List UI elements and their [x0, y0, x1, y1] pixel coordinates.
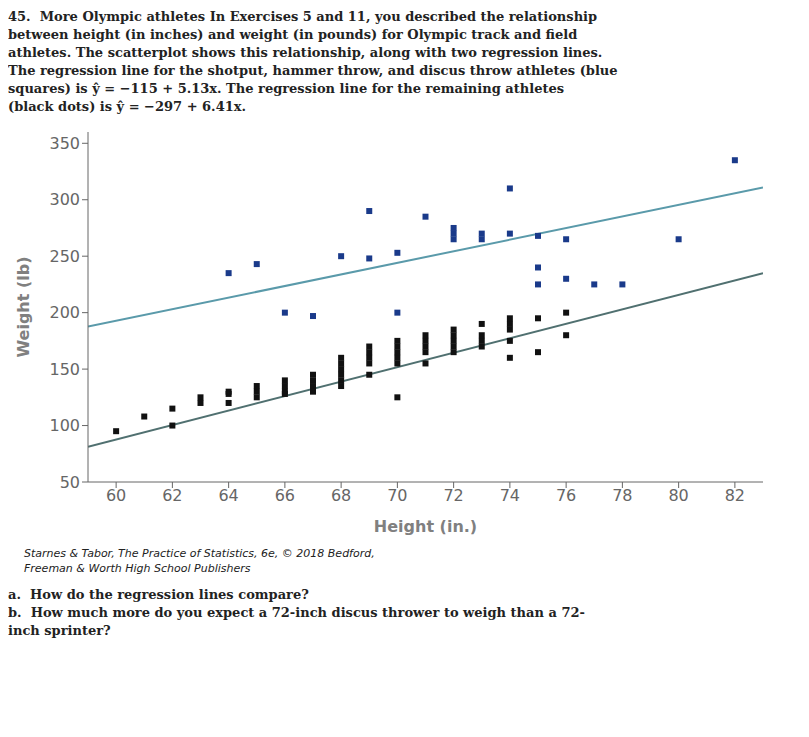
svg-text:Height (in.): Height (in.) [374, 517, 477, 536]
svg-text:76: 76 [556, 486, 576, 505]
svg-text:78: 78 [612, 486, 632, 505]
svg-text:62: 62 [162, 486, 182, 505]
svg-text:70: 70 [387, 486, 407, 505]
html-text:45. More Olympic athletes In E: 45. More Olympic athletes In Exercises 5… [8, 9, 618, 114]
svg-text:64: 64 [218, 486, 238, 505]
svg-text:250: 250 [49, 247, 80, 266]
svg-text:66: 66 [275, 486, 295, 505]
html-text:b. How much more do you expect: b. How much more do you expect a 72-inch… [8, 605, 585, 638]
html-text:a. How do the regression lines: a. How do the regression lines compare? [8, 587, 309, 602]
svg-text:74: 74 [500, 486, 520, 505]
svg-text:72: 72 [443, 486, 463, 505]
svg-text:150: 150 [49, 360, 80, 379]
svg-text:80: 80 [668, 486, 688, 505]
html-text:Starnes & Tabor, The Practice: Starnes & Tabor, The Practice of Statist… [24, 547, 375, 575]
svg-text:350: 350 [49, 134, 80, 153]
svg-text:68: 68 [331, 486, 351, 505]
svg-text:82: 82 [725, 486, 745, 505]
svg-text:50: 50 [60, 473, 80, 492]
svg-text:300: 300 [49, 190, 80, 209]
svg-text:100: 100 [49, 416, 80, 435]
svg-text:Weight (lb): Weight (lb) [14, 256, 33, 357]
svg-text:200: 200 [49, 303, 80, 322]
svg-text:60: 60 [106, 486, 126, 505]
